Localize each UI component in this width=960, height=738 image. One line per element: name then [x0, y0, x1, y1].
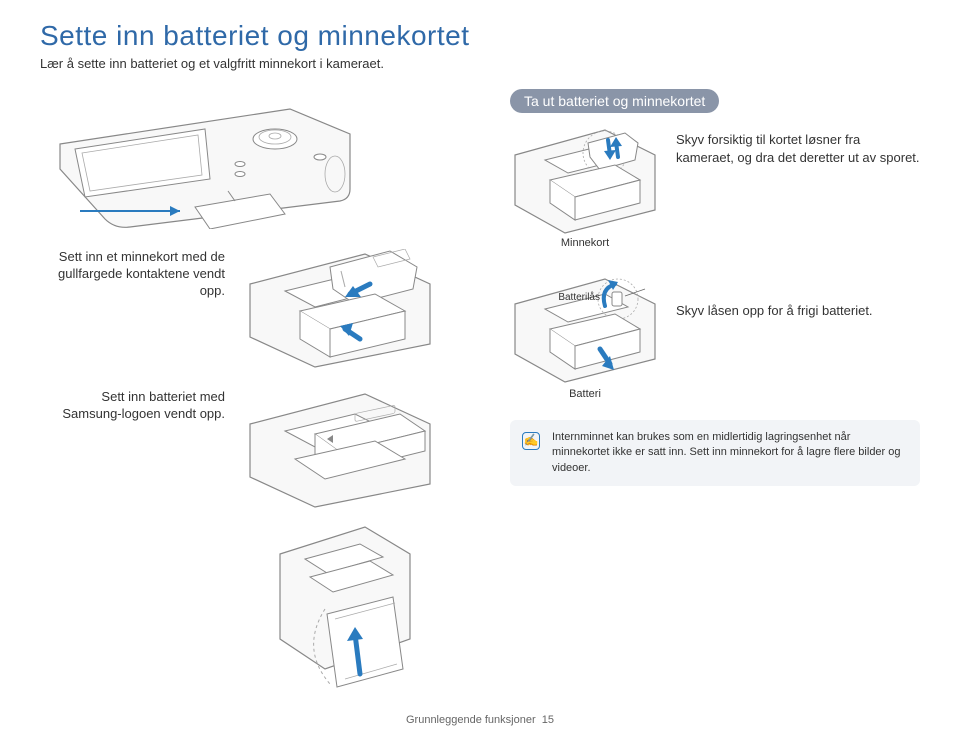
remove-memcard-text: Skyv forsiktig til kortet løsner fra kam…: [676, 125, 920, 166]
section-pill: Ta ut batteriet og minnekortet: [510, 89, 719, 113]
row-memcard: Sett inn et minnekort med de gullfargede…: [40, 249, 480, 369]
right-column: Ta ut batteriet og minnekortet: [510, 89, 920, 699]
battery-slot-illustration: [245, 389, 435, 509]
info-icon: ✍: [522, 432, 540, 450]
row-battery: Sett inn batteriet med Samsung-logoen ve…: [40, 389, 480, 509]
row-remove-memcard: Minnekort Skyv forsiktig til kortet løsn…: [510, 125, 920, 249]
page-subtitle: Lær å sette inn batteriet og et valgfrit…: [40, 56, 920, 71]
info-text: Internminnet kan brukes som en midlertid…: [552, 431, 901, 474]
content: Sett inn et minnekort med de gullfargede…: [40, 89, 920, 699]
remove-memcard-illustration: [510, 125, 660, 235]
battery-text: Sett inn batteriet med Samsung-logoen ve…: [40, 389, 225, 423]
battery-lock-illustration: Batterilås: [510, 274, 660, 384]
footer-page: 15: [542, 714, 554, 726]
memcard-label: Minnekort: [510, 237, 660, 249]
page-title: Sette inn batteriet og minnekortet: [40, 20, 920, 52]
battery-lock-text: Skyv låsen opp for å frigi batteriet.: [676, 274, 920, 320]
memcard-slot-illustration: [245, 249, 435, 369]
door-close-illustration: [275, 519, 415, 699]
battery-label: Batteri: [510, 388, 660, 400]
battery-lock-label: Batterilås: [558, 292, 600, 303]
remove-memcard-block: Minnekort: [510, 125, 660, 249]
info-box: ✍ Internminnet kan brukes som en midlert…: [510, 420, 920, 486]
battery-lock-block: Batterilås: [510, 274, 660, 400]
memcard-text: Sett inn et minnekort med de gullfargede…: [40, 249, 225, 300]
row-battery-lock: Batterilås: [510, 274, 920, 400]
footer-section: Grunnleggende funksjoner: [406, 714, 536, 726]
camera-illustration: [40, 89, 370, 229]
left-column: Sett inn et minnekort med de gullfargede…: [40, 89, 480, 699]
page-footer: Grunnleggende funksjoner 15: [0, 714, 960, 726]
